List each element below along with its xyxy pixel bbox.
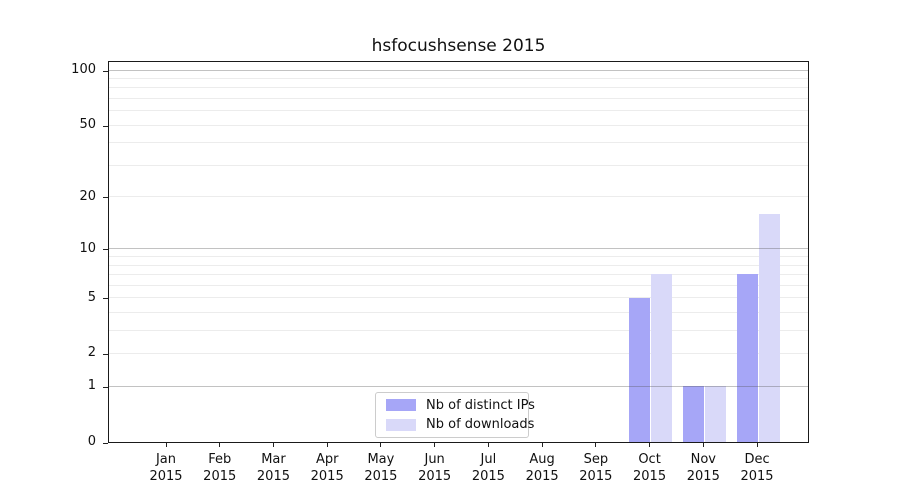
x-tick-label-oct: Oct 2015 [620,451,680,485]
year-label: 2015 [256,469,290,484]
gridline-minor-20 [109,196,808,198]
x-tick-sep [595,443,597,447]
x-tick-label-apr: Apr 2015 [297,451,357,485]
x-tick-label-mar: Mar 2015 [243,451,303,485]
x-tick-aug [541,443,543,447]
y-tick-label-0: 0 [87,434,96,449]
gridline-minor-6 [109,284,808,286]
x-tick-feb [219,443,221,447]
gridline-minor-3 [109,329,808,331]
x-tick-jul [487,443,489,447]
x-tick-apr [326,443,328,447]
legend-item-downloads: Nb of downloads [382,417,534,434]
x-tick-label-jun: Jun 2015 [405,451,465,485]
year-label: 2015 [579,469,613,484]
year-label: 2015 [740,469,774,484]
gridline-minor-80 [109,87,808,89]
chart-title: hsfocushsense 2015 [371,36,546,56]
x-tick-oct [649,443,651,447]
x-tick-label-sep: Sep 2015 [566,451,626,485]
bar-distinct-ips-nov [682,386,704,442]
x-tick-label-nov: Nov 2015 [673,451,733,485]
year-label: 2015 [633,469,667,484]
gridline-minor-90 [109,78,808,80]
gridline-minor-60 [109,110,808,112]
x-tick-dec [756,443,758,447]
legend: Nb of distinct IPs Nb of downloads [375,392,535,438]
legend-swatch-distinct-ips [386,399,416,412]
y-tick-label-100: 100 [71,62,96,78]
month-label: Jun [424,452,445,467]
y-tick-10 [103,249,108,251]
y-tick-label-20: 20 [79,188,96,204]
bar-downloads-nov [704,386,726,442]
x-tick-label-feb: Feb 2015 [190,451,250,485]
x-tick-label-dec: Dec 2015 [727,451,787,485]
gridline-major-10 [109,248,808,250]
bar-downloads-dec [758,213,780,442]
x-tick-label-jul: Jul 2015 [458,451,518,485]
gridline-minor-5 [109,297,808,299]
y-tick-2 [103,353,108,355]
legend-item-distinct-ips: Nb of distinct IPs [382,397,535,414]
x-tick-label-aug: Aug 2015 [512,451,572,485]
y-tick-0 [103,442,108,444]
x-tick-nov [702,443,704,447]
gridline-minor-40 [109,142,808,144]
bar-distinct-ips-dec [736,274,758,442]
year-label: 2015 [471,469,505,484]
gridline-minor-30 [109,164,808,166]
x-tick-jun [434,443,436,447]
year-label: 2015 [686,469,720,484]
plot-area [108,61,809,443]
gridline-major-100 [109,69,808,71]
x-tick-mar [272,443,274,447]
year-label: 2015 [149,469,183,484]
month-label: Mar [261,452,286,467]
month-label: Aug [529,452,555,467]
x-tick-jan [165,443,167,447]
month-label: Feb [208,452,232,467]
x-tick-label-jan: Jan 2015 [136,451,196,485]
year-label: 2015 [525,469,559,484]
month-label: Nov [690,452,716,467]
year-label: 2015 [364,469,398,484]
gridline-major-1 [109,385,808,387]
y-tick-5 [103,298,108,300]
year-label: 2015 [203,469,237,484]
month-label: Dec [744,452,770,467]
gridline-minor-8 [109,264,808,266]
y-tick-label-2: 2 [87,345,96,361]
gridline-minor-2 [109,353,808,354]
year-label: 2015 [418,469,452,484]
month-label: Jul [480,452,497,467]
x-tick-label-may: May 2015 [351,451,411,485]
y-tick-label-50: 50 [79,117,96,133]
y-tick-100 [103,70,108,72]
month-label: May [367,452,395,467]
gridline-minor-70 [109,98,808,100]
bar-distinct-ips-oct [629,297,651,442]
legend-swatch-downloads [386,418,416,431]
month-label: Sep [583,452,609,467]
bar-downloads-oct [651,274,673,442]
legend-label-distinct-ips: Nb of distinct IPs [426,397,535,413]
y-tick-1 [103,386,108,388]
gridline-minor-4 [109,311,808,313]
month-label: Oct [638,452,661,467]
y-tick-50 [103,125,108,127]
y-tick-20 [103,197,108,199]
y-tick-label-5: 5 [87,289,96,305]
month-label: Jan [155,452,177,467]
legend-label-downloads: Nb of downloads [426,417,535,433]
year-label: 2015 [310,469,344,484]
gridline-minor-50 [109,124,808,126]
month-label: Apr [315,452,339,467]
x-tick-may [380,443,382,447]
y-tick-label-10: 10 [79,240,96,256]
gridline-minor-9 [109,256,808,257]
y-tick-label-1: 1 [87,378,96,394]
gridline-minor-7 [109,273,808,275]
